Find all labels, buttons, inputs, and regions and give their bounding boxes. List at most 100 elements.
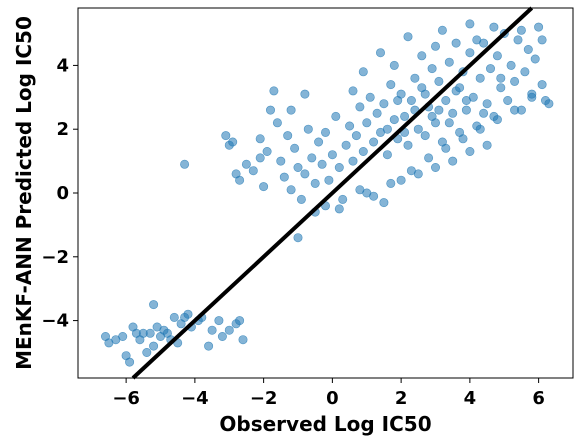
data-point (265, 105, 275, 115)
data-point (324, 175, 334, 185)
x-tick-label: 2 (395, 388, 408, 409)
x-axis-ticks: −6 −4 −2 0 2 4 6 (112, 378, 545, 409)
data-point (317, 159, 327, 169)
data-point (314, 137, 324, 147)
x-tick-label: −6 (112, 388, 140, 409)
plot-frame (77, 7, 574, 379)
data-point (255, 153, 265, 163)
data-point (293, 163, 303, 173)
data-point (413, 124, 423, 134)
y-tick-label: −4 (41, 311, 69, 332)
reference-line-layer (131, 6, 534, 380)
data-point (396, 175, 406, 185)
data-point (461, 105, 471, 115)
data-point (334, 163, 344, 173)
data-point (482, 140, 492, 150)
data-point (348, 156, 358, 166)
data-point (393, 96, 403, 106)
data-point (520, 67, 530, 77)
data-point (300, 169, 310, 179)
data-point (513, 35, 523, 45)
data-point (149, 300, 159, 310)
data-point (300, 89, 310, 99)
data-point (496, 73, 506, 83)
x-tick-label: 0 (326, 388, 339, 409)
data-point (424, 153, 434, 163)
data-point (118, 331, 128, 341)
data-point (516, 25, 526, 35)
data-point (180, 159, 190, 169)
data-point (331, 111, 341, 121)
data-point (485, 64, 495, 74)
data-point (537, 35, 547, 45)
data-point (455, 83, 465, 93)
data-point (259, 182, 269, 192)
data-point (523, 44, 533, 54)
data-point (430, 163, 440, 173)
data-point (444, 118, 454, 128)
x-tick-label: −4 (181, 388, 209, 409)
data-point (214, 316, 224, 326)
data-point (448, 156, 458, 166)
data-point (410, 73, 420, 83)
data-point (386, 80, 396, 90)
data-point (496, 83, 506, 93)
data-point (489, 22, 499, 32)
data-point (444, 57, 454, 67)
data-point (145, 328, 155, 338)
data-point (465, 48, 475, 58)
x-tick-label: 4 (464, 388, 477, 409)
x-tick-label: 6 (532, 388, 545, 409)
data-point (296, 194, 306, 204)
data-point (235, 316, 245, 326)
data-point (537, 80, 547, 90)
data-point (503, 96, 513, 106)
data-point (348, 86, 358, 96)
y-axis-ticks: −4 −2 0 2 4 (41, 55, 78, 332)
data-point (441, 96, 451, 106)
data-point (451, 38, 461, 48)
data-point (228, 137, 238, 147)
data-point (389, 60, 399, 70)
data-point (169, 312, 179, 322)
data-point (238, 335, 248, 345)
data-point (475, 124, 485, 134)
data-point (217, 331, 227, 341)
y-tick-label: 2 (56, 119, 69, 140)
data-point (269, 86, 279, 96)
data-point (369, 191, 379, 201)
data-point (362, 118, 372, 128)
y-tick-label: −2 (41, 247, 69, 268)
data-point (382, 150, 392, 160)
data-point (149, 341, 159, 351)
y-tick-label: 0 (56, 183, 69, 204)
data-point (441, 143, 451, 153)
data-point (345, 121, 355, 131)
data-point (320, 127, 330, 137)
data-point (207, 325, 217, 335)
data-point (379, 198, 389, 208)
data-point (369, 137, 379, 147)
data-point (375, 48, 385, 58)
data-point (327, 150, 337, 160)
data-point (434, 76, 444, 86)
data-point (527, 92, 537, 102)
data-point (475, 73, 485, 83)
data-point (465, 147, 475, 157)
data-point (386, 178, 396, 188)
data-point (338, 194, 348, 204)
data-point (365, 92, 375, 102)
x-tick-label: −2 (250, 388, 278, 409)
data-point (510, 105, 520, 115)
data-point (479, 108, 489, 118)
data-point (279, 172, 289, 182)
data-point (351, 131, 361, 141)
data-point (355, 102, 365, 112)
data-point (465, 19, 475, 29)
data-point (492, 115, 502, 125)
data-point (358, 147, 368, 157)
data-point (406, 96, 416, 106)
data-point (276, 156, 286, 166)
data-point (286, 105, 296, 115)
